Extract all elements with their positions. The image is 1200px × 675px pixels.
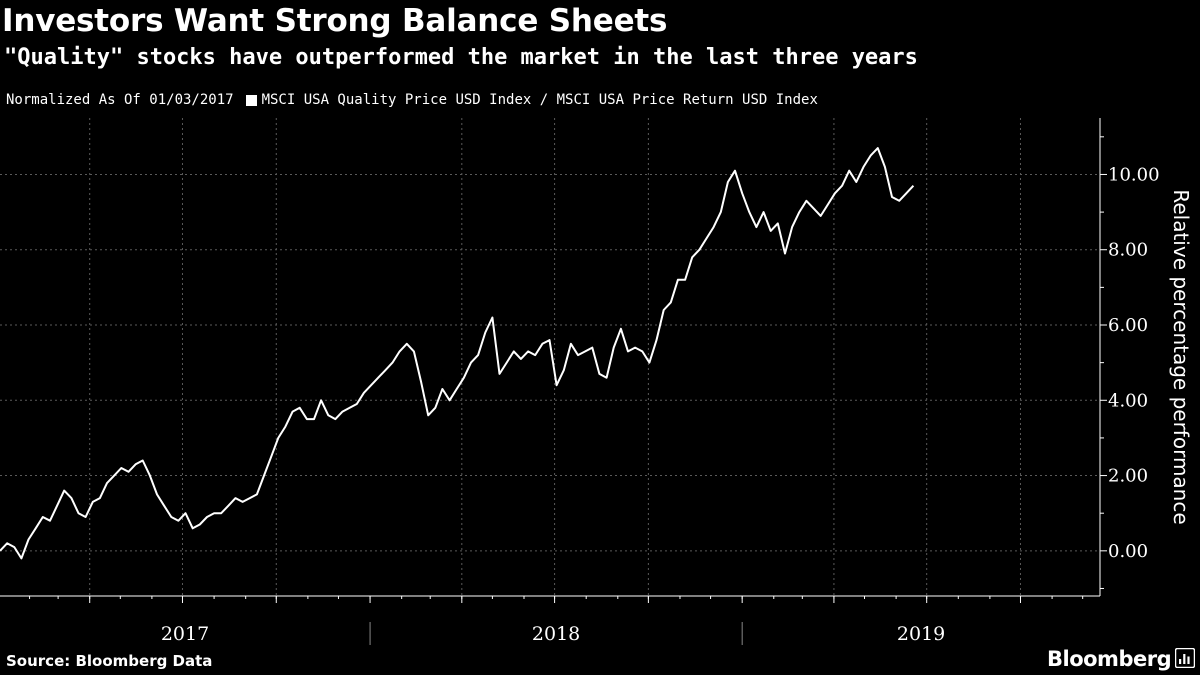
- series-line: [0, 147, 915, 560]
- brand-logo: Bloomberg: [1047, 647, 1172, 671]
- source-note: Source: Bloomberg Data: [6, 652, 213, 670]
- legend: Normalized As Of 01/03/2017 MSCI USA Qua…: [6, 92, 818, 108]
- y-tick-label: 10.00: [1108, 164, 1160, 185]
- chart-title: Investors Want Strong Balance Sheets: [2, 3, 668, 39]
- legend-swatch: [245, 94, 257, 106]
- y-tick-label: 6.00: [1108, 315, 1148, 336]
- x-tick-label: 2019: [897, 623, 945, 645]
- chart-subtitle: "Quality" stocks have outperformed the m…: [4, 45, 918, 70]
- y-tick-label: 2.00: [1108, 466, 1148, 487]
- x-tick-label: 2017: [161, 623, 209, 645]
- y-axis-label: Relative percentage performance: [1169, 189, 1193, 524]
- bloomberg-terminal-icon: [1175, 648, 1195, 668]
- y-tick-label: 4.00: [1108, 390, 1148, 411]
- legend-label: MSCI USA Quality Price USD Index / MSCI …: [261, 92, 818, 108]
- y-tick-label: 8.00: [1108, 240, 1148, 261]
- x-tick-label: 2018: [532, 623, 580, 645]
- normalization-note: Normalized As Of 01/03/2017: [6, 92, 234, 108]
- y-tick-label: 0.00: [1108, 541, 1148, 562]
